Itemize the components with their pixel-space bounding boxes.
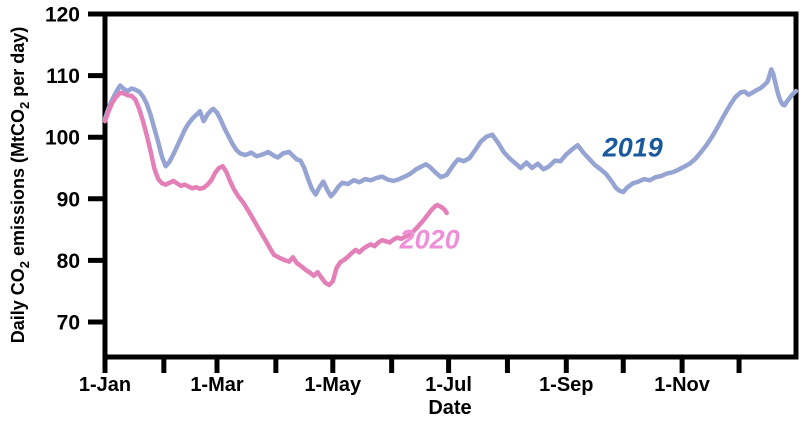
y-axis-title-part: emissions (MtCO: [8, 109, 28, 261]
x-tick-label: 1-Mar: [190, 374, 244, 396]
x-tick-label: 1-Jan: [79, 374, 131, 396]
y-tick-label: 120: [45, 4, 80, 27]
series-line-2019: [102, 67, 799, 199]
series-label-2020: 2020: [399, 224, 460, 254]
y-axis: 120 110 100 90 80 70: [45, 4, 105, 335]
x-tick-label: 1-Nov: [654, 374, 710, 396]
x-axis: 1-Jan 1-Mar 1-May 1-Jul 1-Sep 1-Nov: [79, 357, 742, 396]
x-tick-label: 1-Jul: [425, 374, 472, 396]
y-tick-label: 70: [57, 312, 80, 335]
series-lines: [102, 67, 799, 288]
y-axis-title-part: per day): [8, 27, 28, 102]
series-label-2019: 2019: [602, 133, 663, 163]
y-tick-label: 110: [46, 65, 80, 88]
series-labels: 2019 2020: [399, 133, 663, 255]
y-tick-label: 80: [57, 250, 80, 273]
y-tick-label: 90: [57, 188, 80, 211]
y-tick-label: 100: [45, 127, 80, 150]
series-line-2020: [102, 90, 449, 288]
y-axis-title-part: Daily CO: [8, 268, 28, 343]
y-axis-title: Daily CO2 emissions (MtCO2 per day): [8, 27, 32, 344]
y-axis-title-subscript: 2: [17, 102, 32, 109]
y-axis-title-subscript: 2: [17, 261, 32, 268]
x-tick-label: 1-Sep: [539, 374, 593, 396]
x-tick-label: 1-May: [304, 374, 362, 396]
x-axis-title: Date: [428, 397, 471, 419]
axis-titles: Date Daily CO2 emissions (MtCO2 per day): [8, 27, 472, 419]
